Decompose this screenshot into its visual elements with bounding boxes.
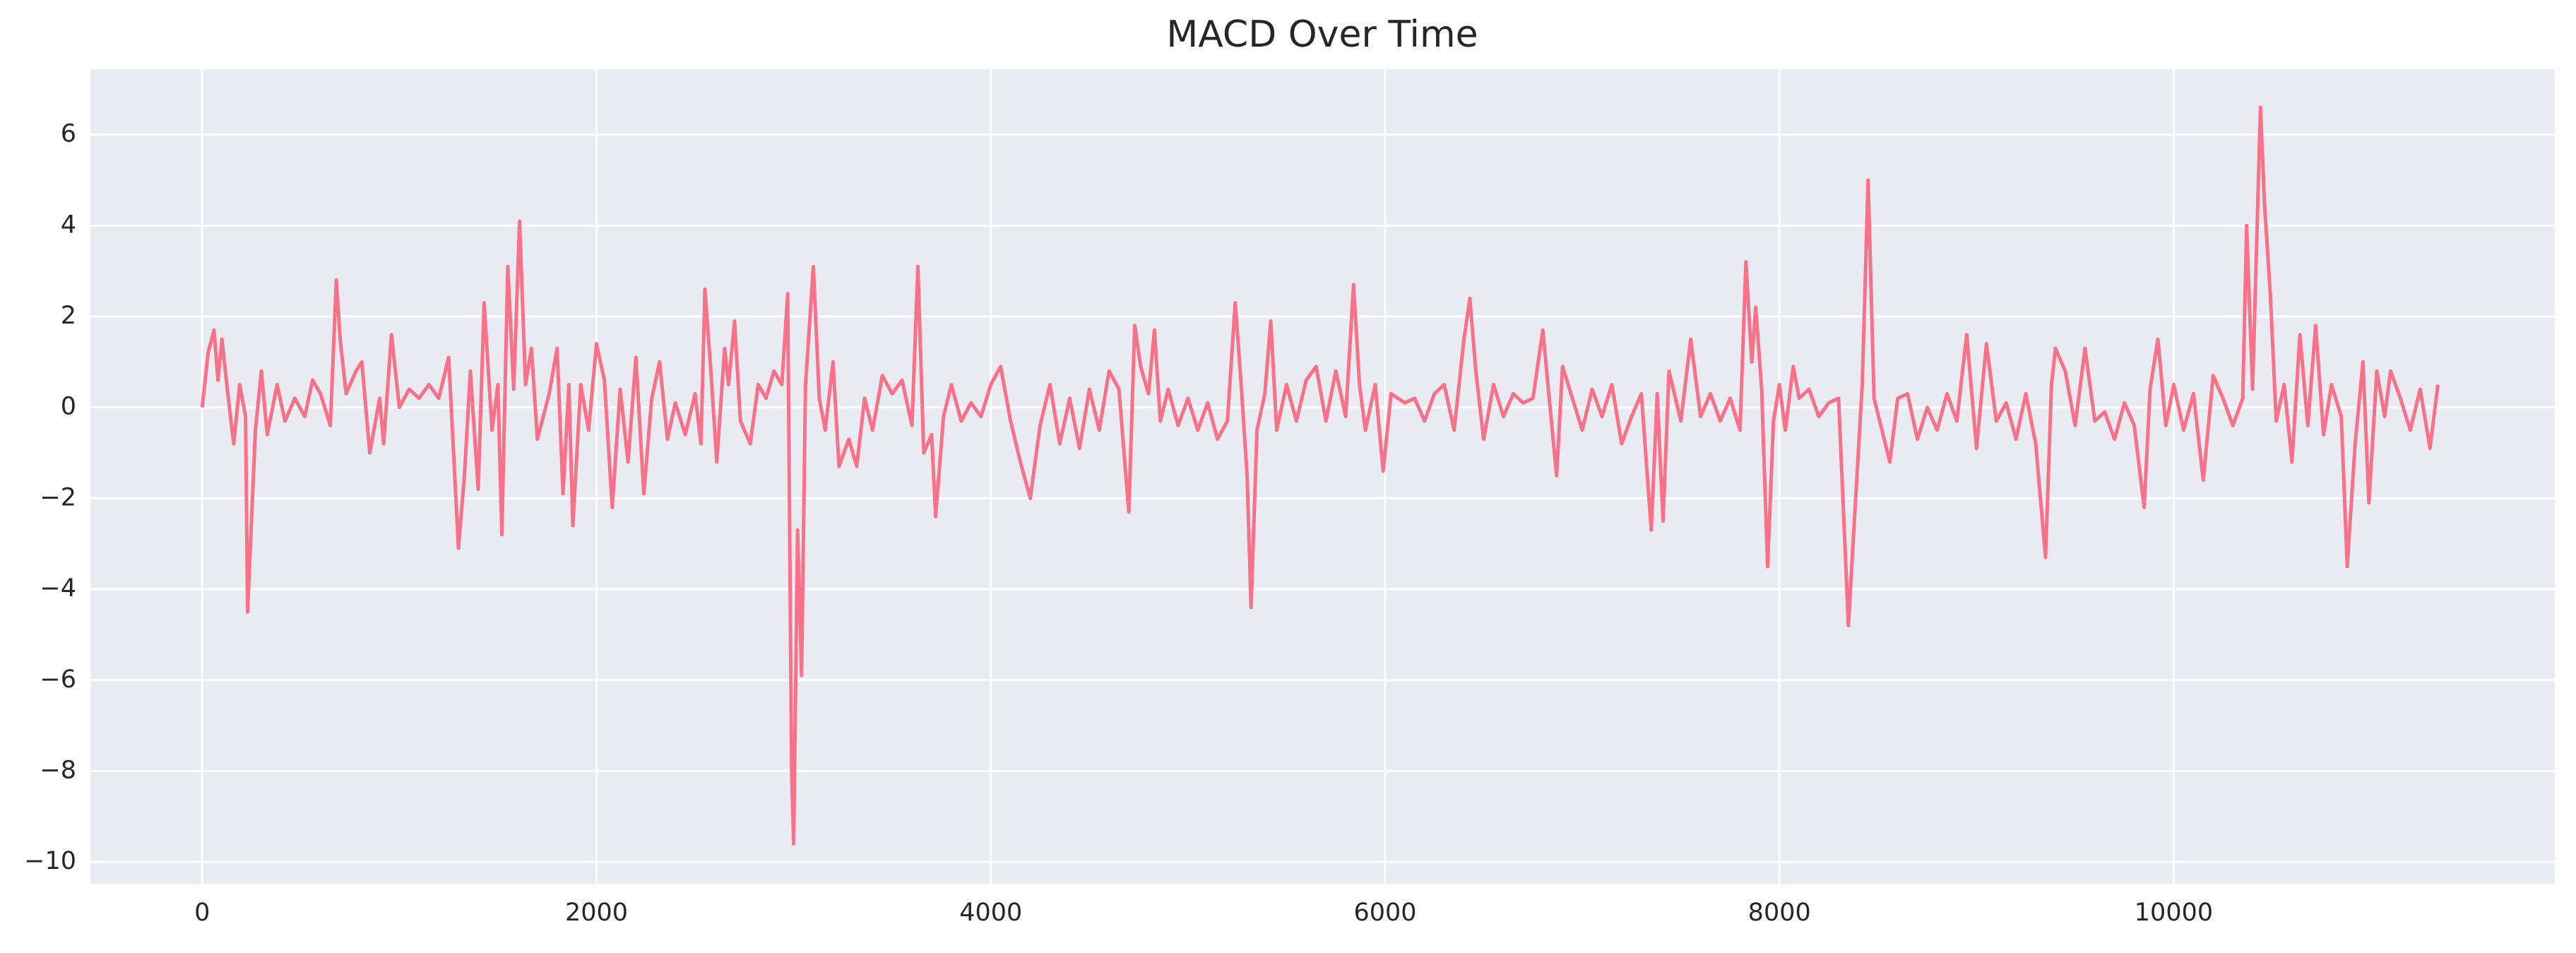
y-tick-label: −6 — [40, 665, 76, 694]
y-tick-label: 2 — [61, 302, 76, 330]
y-tick-label: −10 — [24, 847, 76, 875]
x-tick-label: 8000 — [1748, 899, 1811, 927]
y-tick-label: −2 — [40, 483, 76, 511]
chart-title: MACD Over Time — [1166, 13, 1478, 56]
x-tick-label: 2000 — [565, 899, 628, 927]
y-tick-label: 0 — [61, 393, 76, 421]
y-tick-label: 6 — [61, 120, 76, 148]
plot-area — [90, 69, 2555, 884]
y-tick-label: −4 — [40, 574, 76, 603]
data-line — [200, 105, 2440, 846]
x-tick-label: 6000 — [1353, 899, 1416, 927]
x-tick-label: 0 — [194, 899, 210, 927]
x-tick-label: 4000 — [959, 899, 1022, 927]
x-tick-label: 10000 — [2135, 899, 2213, 927]
y-tick-label: 4 — [61, 211, 76, 239]
y-tick-label: −8 — [40, 756, 76, 784]
